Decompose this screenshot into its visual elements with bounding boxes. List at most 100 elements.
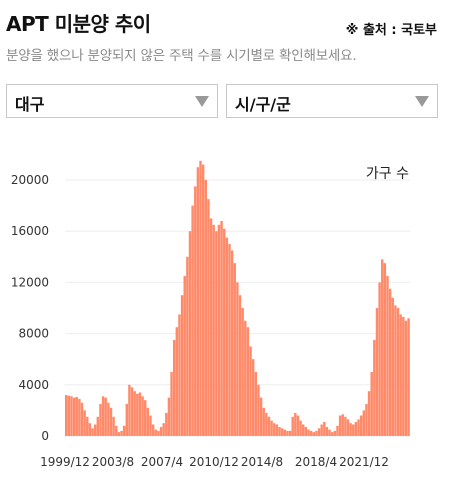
bar [80,402,84,436]
bar [157,430,160,436]
bar [233,263,236,436]
bar [144,400,147,436]
bar [112,416,115,436]
bar [280,428,284,436]
bar [386,276,389,436]
bar [244,320,247,436]
bar [225,237,229,436]
x-tick-label: 2014/8 [241,455,283,469]
bar [278,427,281,436]
y-tick-label: 20000 [11,173,49,187]
bar [291,416,294,436]
bar [249,346,252,436]
y-axis: 0 4000 8000 12000 16000 20000 [11,173,49,443]
bar [238,295,242,436]
bar [91,428,94,436]
bar [183,276,186,436]
chevron-down-icon [415,96,429,107]
bar [67,395,71,436]
bar [346,419,350,436]
bar [394,305,397,436]
y-tick-label: 0 [41,429,49,443]
bar [72,397,76,436]
bar [138,392,142,436]
bar [317,428,321,436]
bar [362,410,366,436]
bar [88,423,92,436]
unit-label: 가구 수 [366,166,409,182]
city-select-value: 시/구/군 [235,95,291,114]
bar [309,430,313,436]
source-note: ※ 출처 : 국토부 [345,23,437,38]
bar [375,308,379,436]
bar [373,340,376,436]
bar [349,423,352,436]
bar [199,160,202,437]
chart-bars [65,160,410,437]
bar [122,425,126,436]
bar [104,397,107,436]
bar [407,318,410,436]
bar [267,416,271,436]
bar [270,420,273,436]
bar [241,308,244,436]
bar [133,391,136,436]
bar [259,397,263,436]
bar [388,288,392,436]
bar [323,421,326,436]
x-tick-label: 2021/12 [339,455,389,469]
bar [246,327,250,436]
unsold-apt-chart: 0 4000 8000 12000 16000 20000 1999/12 2003/8 20… [11,160,410,469]
bar [154,429,157,436]
bar [107,402,110,436]
bar [223,228,226,436]
bar [370,372,373,436]
bar [162,423,165,436]
bar [396,308,400,436]
y-tick-label: 4000 [18,378,49,392]
bar [344,416,347,436]
bar [283,429,287,436]
bar [265,412,268,436]
bar [302,424,305,436]
bar [93,424,97,436]
bar [212,224,215,436]
bar [378,282,381,436]
bar [196,167,200,436]
bar [365,404,368,436]
bar [273,423,276,436]
bar [307,429,310,436]
y-tick-label: 16000 [11,224,49,238]
bar [178,314,181,436]
bar [130,387,134,436]
bar [167,397,171,436]
bar [296,415,300,436]
page-subtitle: 분양을 했으나 분양되지 않은 주택 수를 시기별로 확인해보세요. [6,48,357,64]
bar [217,224,221,436]
bar [207,199,210,436]
bar [354,421,358,436]
bar [115,425,118,436]
bar [209,218,213,436]
bar [254,372,258,436]
bar [128,384,131,436]
bar [402,316,405,436]
bar [304,427,308,436]
bar [170,372,173,436]
y-tick-label: 12000 [11,275,49,289]
bar [220,220,223,436]
bar [299,420,302,436]
bar [330,432,334,436]
bar [78,398,81,436]
bar [359,415,363,436]
bar [65,395,68,436]
city-select[interactable]: 시/구/군 [226,84,438,118]
bar [125,404,128,436]
bar [204,180,207,436]
bar [215,231,218,436]
bar [338,415,342,436]
region-select[interactable]: 대구 [6,84,218,118]
bar [381,259,384,436]
bar [149,415,152,436]
bar [186,256,189,436]
